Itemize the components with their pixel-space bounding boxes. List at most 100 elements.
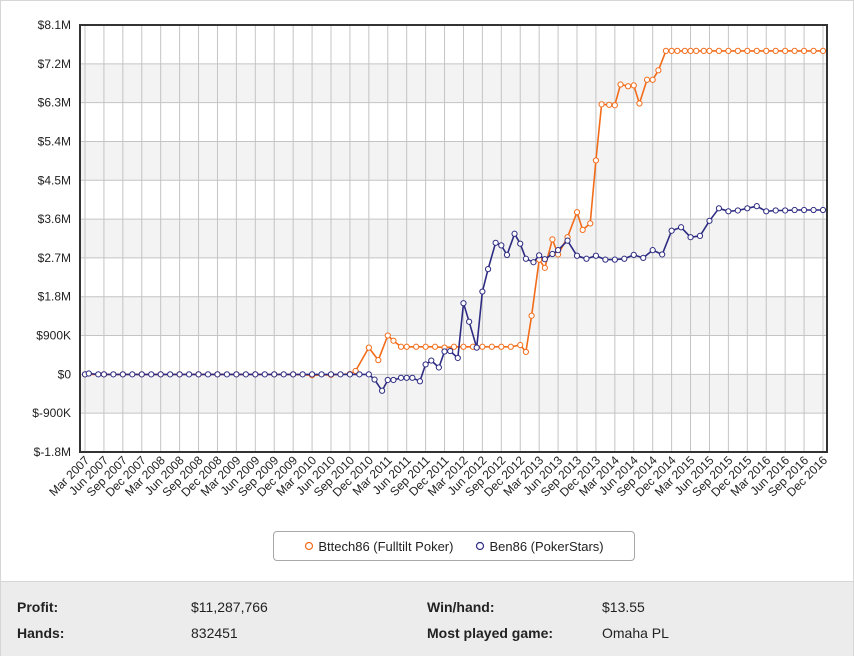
- data-point: [800, 47, 808, 54]
- data-point: [687, 234, 694, 241]
- data-point: [624, 83, 632, 90]
- legend-label-ben86: Ben86 (PokerStars): [489, 538, 604, 554]
- data-point: [643, 76, 651, 83]
- data-point: [261, 371, 268, 378]
- data-point: [800, 206, 808, 214]
- y-tick-label: $4.5M: [38, 173, 71, 187]
- data-point: [744, 47, 751, 54]
- data-point: [498, 343, 505, 350]
- y-tick-label: $7.2M: [38, 57, 71, 71]
- data-point: [541, 264, 548, 271]
- legend-marker-orange-icon: [305, 541, 314, 551]
- data-point: [157, 371, 164, 378]
- data-point: [810, 47, 817, 54]
- data-point: [564, 237, 571, 244]
- data-point: [454, 354, 461, 362]
- data-point: [583, 255, 590, 262]
- data-point: [763, 47, 770, 54]
- data-point: [700, 47, 707, 54]
- data-point: [503, 251, 511, 258]
- data-point: [725, 208, 732, 215]
- data-point: [782, 47, 789, 54]
- data-point: [252, 371, 259, 378]
- data-point: [725, 47, 732, 54]
- data-point: [435, 364, 442, 371]
- data-point: [687, 47, 694, 54]
- plot-band: [80, 141, 827, 181]
- data-point: [677, 224, 685, 231]
- data-point: [422, 361, 429, 368]
- data-point: [271, 371, 278, 378]
- data-point: [416, 378, 424, 385]
- data-point: [674, 47, 681, 54]
- data-point: [365, 344, 372, 351]
- data-point: [522, 255, 530, 262]
- data-point: [782, 207, 789, 214]
- plot-band: [80, 296, 827, 336]
- profit-label: Profit:: [17, 599, 59, 615]
- data-point: [397, 374, 405, 381]
- data-point: [85, 370, 92, 377]
- data-point: [384, 332, 391, 339]
- data-point: [242, 371, 249, 378]
- data-point: [346, 371, 354, 378]
- plot-band: [80, 219, 827, 258]
- data-point: [384, 376, 391, 384]
- data-point: [195, 371, 202, 378]
- profit-value: $11,287,766: [191, 599, 268, 615]
- data-point: [630, 82, 637, 89]
- data-point: [473, 344, 480, 351]
- data-point: [579, 226, 586, 233]
- data-point: [554, 247, 562, 254]
- data-point: [636, 100, 643, 107]
- data-point: [185, 371, 193, 378]
- data-point: [706, 217, 713, 224]
- data-point: [95, 371, 102, 378]
- data-point: [819, 206, 827, 214]
- data-point: [734, 207, 741, 214]
- data-point: [290, 371, 297, 378]
- data-point: [587, 220, 594, 227]
- data-point: [110, 371, 117, 378]
- data-point: [479, 288, 486, 295]
- data-point: [530, 259, 537, 266]
- data-point: [233, 371, 240, 378]
- data-point: [517, 341, 524, 349]
- data-point: [484, 266, 492, 273]
- data-point: [640, 254, 647, 262]
- data-point: [492, 239, 499, 246]
- y-tick-label: $900K: [36, 329, 71, 343]
- data-point: [617, 81, 624, 88]
- data-point: [204, 371, 212, 378]
- legend-item-bttech86[interactable]: Bttech86 (Fulltilt Poker): [304, 539, 453, 554]
- data-point: [327, 371, 335, 378]
- legend-item-ben86[interactable]: Ben86 (PokerStars): [475, 538, 604, 554]
- data-point: [371, 376, 378, 383]
- data-point: [214, 371, 221, 378]
- y-tick-label: $3.6M: [38, 212, 71, 226]
- data-point: [649, 76, 656, 83]
- data-point: [352, 367, 359, 375]
- data-point: [598, 101, 605, 108]
- data-point: [167, 371, 174, 378]
- data-point: [668, 47, 675, 54]
- data-point: [611, 256, 618, 263]
- data-point: [573, 252, 581, 259]
- data-point: [397, 343, 405, 350]
- data-point: [148, 371, 155, 378]
- data-point: [810, 206, 817, 214]
- data-point: [447, 347, 454, 355]
- data-point: [460, 300, 467, 307]
- data-point: [431, 343, 439, 350]
- data-point: [378, 387, 386, 394]
- data-point: [668, 227, 675, 234]
- data-point: [649, 247, 656, 254]
- plot-border: [79, 24, 828, 453]
- data-point: [403, 343, 410, 350]
- y-tick-label: $0: [58, 367, 72, 381]
- data-point: [681, 47, 688, 54]
- data-point: [129, 371, 136, 378]
- y-tick-label: $6.3M: [38, 96, 71, 110]
- data-point: [744, 205, 751, 212]
